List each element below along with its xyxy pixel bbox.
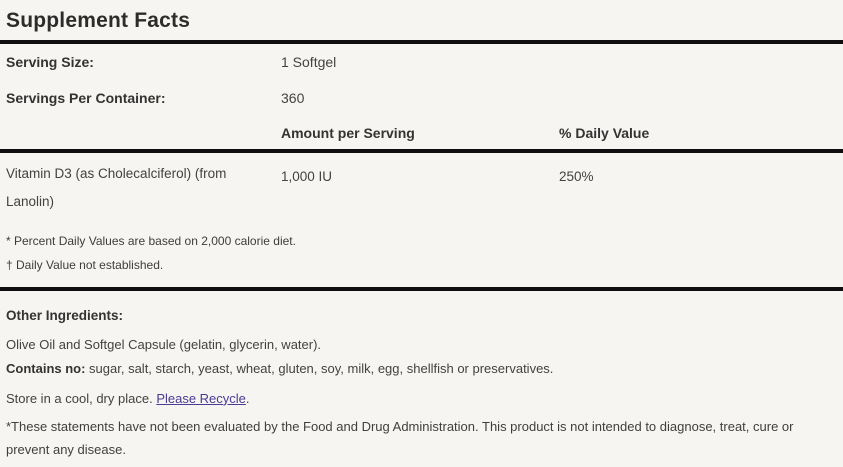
serving-size-value: 1 Softgel — [281, 54, 337, 70]
servings-per-container-row: Servings Per Container: 360 — [0, 80, 843, 116]
fda-disclaimer: *These statements have not been evaluate… — [6, 418, 794, 458]
servings-per-container-value: 360 — [281, 90, 305, 106]
page-title: Supplement Facts — [6, 9, 191, 32]
footnote-percent-dv: * Percent Daily Values are based on 2,00… — [6, 233, 296, 248]
nutrient-amount: 1,000 IU — [281, 169, 333, 184]
contains-no-line: Contains no: sugar, salt, starch, yeast,… — [6, 361, 835, 376]
contains-no-label: Contains no: — [6, 360, 86, 376]
footnotes: * Percent Daily Values are based on 2,00… — [0, 222, 843, 287]
recycle-link[interactable]: Please Recycle — [156, 390, 246, 406]
other-ingredients-value: Olive Oil and Softgel Capsule (gelatin, … — [6, 336, 322, 352]
divider-header — [0, 149, 843, 153]
storage-line: Store in a cool, dry place. Please Recyc… — [6, 391, 835, 406]
other-ingredients-label: Other Ingredients: — [6, 307, 124, 323]
serving-size-row: Serving Size: 1 Softgel — [0, 44, 843, 80]
table-row: Vitamin D3 (as Cholecalciferol) (from La… — [0, 153, 843, 222]
column-headers-row: Amount per Serving % Daily Value — [0, 116, 843, 149]
divider-footnotes — [0, 286, 843, 291]
amount-per-serving-header: Amount per Serving — [281, 125, 415, 141]
serving-size-label: Serving Size: — [6, 54, 94, 70]
divider-top — [0, 40, 843, 44]
servings-per-container-label: Servings Per Container: — [6, 90, 166, 106]
storage-period: . — [245, 390, 250, 406]
nutrient-name: Vitamin D3 (as Cholecalciferol) (from La… — [6, 166, 227, 210]
nutrient-daily-value: 250% — [559, 169, 594, 184]
daily-value-header: % Daily Value — [559, 125, 650, 141]
footnote-dv-not-established: † Daily Value not established. — [6, 258, 164, 273]
contains-no-value: sugar, salt, starch, yeast, wheat, glute… — [85, 360, 554, 376]
other-ingredients-section: Other Ingredients: Olive Oil and Softgel… — [0, 308, 843, 462]
storage-text: Store in a cool, dry place. — [6, 390, 157, 406]
